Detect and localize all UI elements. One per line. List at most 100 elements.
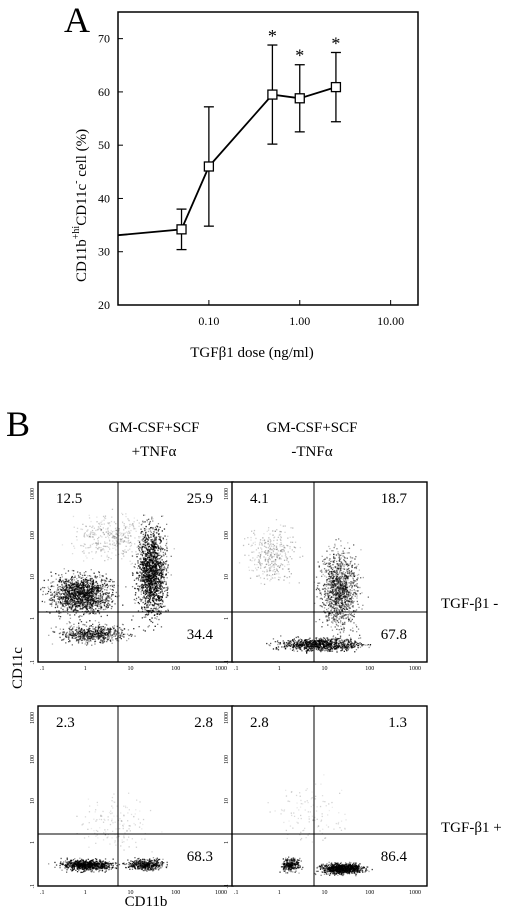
event-dot — [148, 547, 150, 549]
event-dot — [101, 635, 104, 637]
event-dot — [349, 589, 351, 591]
event-dot — [142, 561, 145, 563]
event-dot — [137, 577, 139, 579]
event-dot — [151, 587, 153, 589]
event-dot — [160, 568, 163, 571]
event-dot — [344, 574, 346, 576]
event-dot — [134, 563, 136, 565]
event-dot — [152, 574, 154, 577]
event-dot — [344, 608, 346, 610]
event-dot — [74, 635, 76, 637]
event-dot — [98, 536, 100, 539]
event-dot — [334, 593, 337, 595]
event-dot — [72, 573, 75, 575]
event-dot — [161, 573, 163, 575]
event-dot — [342, 592, 344, 594]
event-dot — [114, 536, 116, 538]
event-dot — [144, 568, 146, 571]
event-dot — [75, 581, 77, 583]
event-dot — [90, 600, 92, 602]
event-dot — [95, 636, 97, 638]
event-dot — [147, 576, 150, 578]
event-dot — [93, 594, 95, 596]
event-dot — [66, 608, 69, 611]
event-dot — [153, 548, 155, 550]
event-dot — [72, 609, 74, 611]
event-dot — [344, 595, 346, 597]
event-dot — [69, 602, 71, 604]
event-dot — [116, 625, 118, 627]
event-dot — [154, 588, 156, 590]
event-dot — [83, 589, 85, 591]
event-dot — [160, 572, 162, 574]
event-dot — [103, 519, 105, 521]
event-dot — [84, 593, 86, 595]
event-dot — [78, 592, 80, 594]
event-dot — [340, 561, 343, 563]
event-dot — [114, 533, 117, 535]
event-dot — [123, 551, 126, 553]
event-dot — [334, 590, 336, 592]
event-dot — [154, 586, 157, 588]
event-dot — [51, 599, 53, 601]
event-dot — [62, 608, 64, 611]
event-dot — [336, 602, 338, 604]
event-dot — [83, 637, 85, 639]
event-dot — [150, 527, 152, 529]
event-dot — [149, 592, 152, 594]
event-dot — [130, 541, 132, 543]
event-dot — [347, 605, 349, 607]
event-dot — [62, 592, 64, 594]
event-dot — [148, 554, 150, 556]
event-dot — [336, 582, 338, 585]
event-dot — [89, 607, 91, 609]
event-dot — [316, 596, 318, 598]
event-dot — [80, 584, 83, 587]
event-dot — [68, 591, 71, 593]
event-dot — [116, 539, 118, 541]
event-dot — [147, 586, 149, 588]
event-dot — [96, 544, 98, 546]
event-dot — [71, 587, 73, 589]
event-dot — [88, 594, 90, 596]
event-dot — [93, 636, 95, 638]
event-dot — [106, 586, 109, 589]
event-dot — [145, 575, 147, 577]
event-dot — [149, 597, 151, 599]
event-dot — [88, 631, 91, 633]
event-dot — [92, 634, 94, 636]
event-dot — [146, 602, 148, 604]
event-dot — [82, 595, 84, 597]
event-dot — [51, 593, 53, 595]
event-dot — [107, 531, 109, 533]
event-dot — [135, 597, 138, 600]
event-dot — [86, 587, 89, 589]
event-dot — [342, 572, 344, 575]
event-dot — [166, 541, 168, 543]
event-dot — [332, 561, 334, 563]
event-dot — [154, 591, 156, 593]
event-dot — [84, 601, 86, 604]
event-dot — [335, 608, 338, 610]
flow-x-tick-label: 100 — [171, 666, 180, 672]
event-dot — [334, 566, 336, 568]
event-dot — [147, 613, 150, 616]
event-dot — [160, 585, 163, 587]
event-dot — [137, 579, 140, 581]
event-dot — [353, 610, 355, 612]
event-dot — [83, 543, 85, 545]
event-dot — [143, 575, 146, 577]
event-dot — [96, 586, 98, 588]
event-dot — [348, 573, 351, 575]
event-dot — [159, 548, 161, 550]
event-dot — [148, 599, 150, 601]
event-dot — [158, 590, 160, 592]
event-dot — [324, 584, 326, 586]
event-dot — [80, 632, 82, 634]
event-dot — [85, 641, 87, 643]
event-dot — [328, 619, 330, 621]
event-dot — [152, 574, 154, 576]
event-dot — [160, 565, 162, 568]
event-dot — [157, 581, 159, 583]
